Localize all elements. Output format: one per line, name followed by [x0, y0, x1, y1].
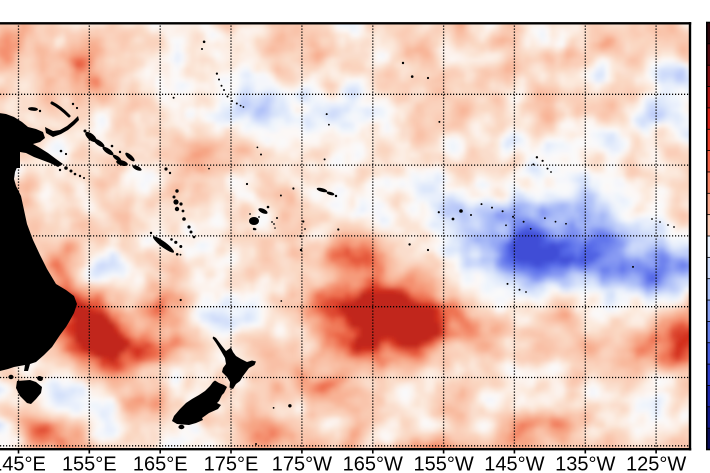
svg-text:175°W: 175°W [272, 454, 332, 473]
svg-text:145°W: 145°W [484, 454, 544, 473]
svg-text:175°E: 175°E [204, 454, 259, 473]
svg-text:155°E: 155°E [62, 454, 117, 473]
svg-text:125°W: 125°W [626, 454, 686, 473]
svg-text:165°E: 165°E [133, 454, 188, 473]
svg-text:135°W: 135°W [555, 454, 615, 473]
svg-text:145°E: 145°E [0, 454, 46, 473]
svg-text:155°W: 155°W [413, 454, 473, 473]
svg-text:165°W: 165°W [343, 454, 403, 473]
